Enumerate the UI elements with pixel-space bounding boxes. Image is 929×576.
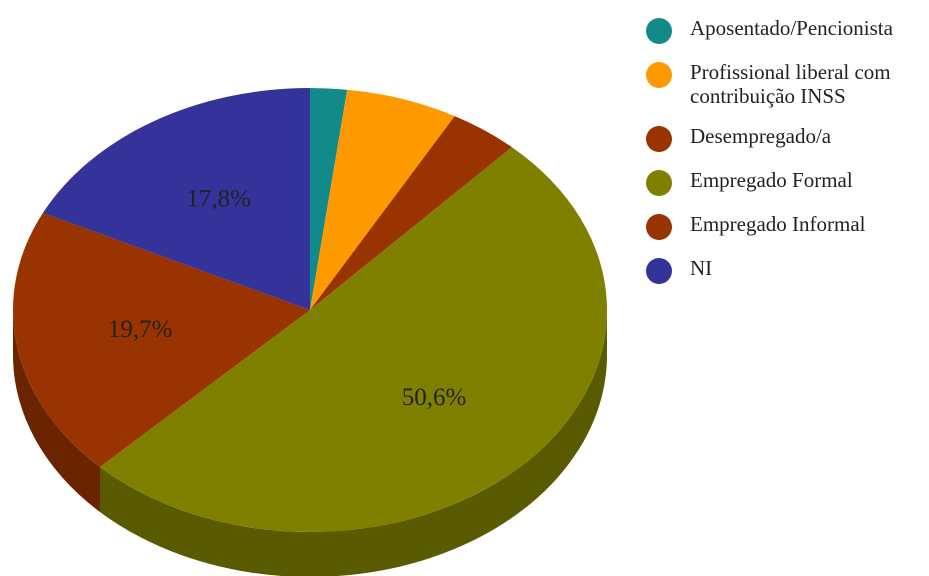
legend-item: Empregado Formal: [646, 168, 929, 196]
pie-side: [99, 310, 607, 576]
legend: Aposentado/Pencionista Profissional liber…: [646, 16, 929, 284]
legend-swatch: [646, 18, 672, 44]
legend-label: Profissional liberal com contribuição IN…: [690, 60, 891, 108]
legend-label: NI: [690, 256, 713, 280]
pie-slice: [12, 212, 311, 467]
legend-swatch: [646, 170, 672, 196]
legend-item: Aposentado/Pencionista: [646, 16, 929, 44]
data-label: 17,8%: [186, 186, 251, 213]
data-label: 50,6%: [402, 384, 467, 411]
legend-swatch: [646, 62, 672, 88]
legend-swatch: [646, 258, 672, 284]
legend-label: Aposentado/Pencionista: [690, 16, 893, 40]
pie-side: [13, 310, 100, 512]
pie-slice: [310, 88, 348, 310]
legend-label: Desempregado/a: [690, 124, 832, 148]
data-label: 19,7%: [108, 316, 173, 343]
legend-item: Profissional liberal com contribuição IN…: [646, 60, 929, 108]
legend-label: Empregado Informal: [690, 212, 866, 236]
pie-slice: [42, 88, 310, 310]
legend-label: Empregado Formal: [690, 168, 853, 192]
pie-slice: [310, 89, 455, 310]
legend-item: NI: [646, 256, 929, 284]
legend-swatch: [646, 214, 672, 240]
pie-slice: [99, 147, 607, 532]
legend-item: Desempregado/a: [646, 124, 929, 152]
legend-item: Empregado Informal: [646, 212, 929, 240]
pie-slice: [310, 116, 512, 310]
legend-swatch: [646, 126, 672, 152]
